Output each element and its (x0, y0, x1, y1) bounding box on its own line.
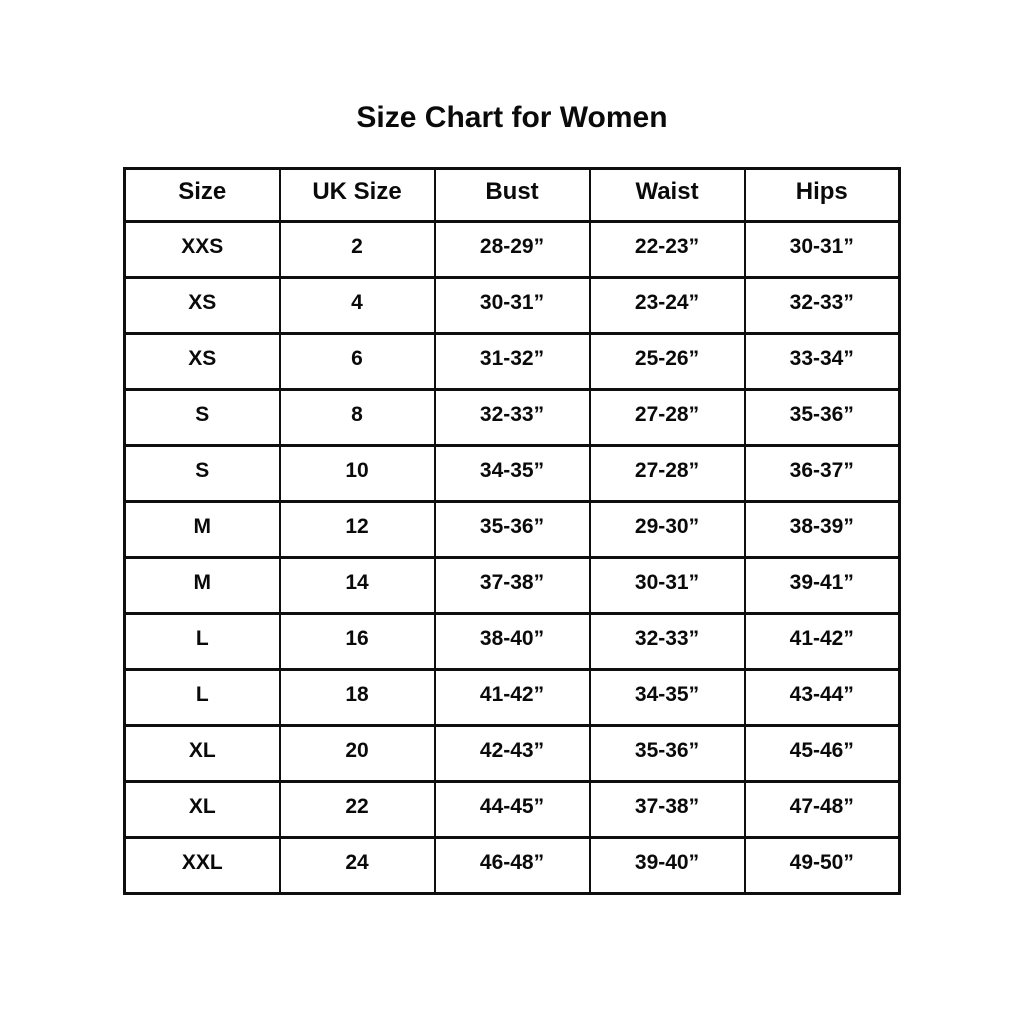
table-cell: 2 (278, 220, 436, 279)
table-cell: 4 (278, 276, 436, 335)
table-cell: 39-40” (588, 836, 746, 895)
table-cell: 14 (278, 556, 436, 615)
column-header: Size (123, 167, 281, 223)
table-cell: XXS (123, 220, 281, 279)
table-row: M 12 35-36” 29-30” 38-39” (123, 500, 901, 559)
table-cell: 34-35” (433, 444, 591, 503)
table-cell: 42-43” (433, 724, 591, 783)
table-cell: 41-42” (743, 612, 901, 671)
table-cell: M (123, 500, 281, 559)
size-chart-table: Size UK Size Bust Waist Hips XXS 2 28-29” 22-23… (123, 167, 901, 895)
column-header: Hips (743, 167, 901, 223)
column-header: UK Size (278, 167, 436, 223)
table-cell: XS (123, 332, 281, 391)
table-body: XXS 2 28-29” 22-23” 30-31” XS 4 30-31” 23-24” 32-… (123, 220, 901, 895)
table-header: Size UK Size Bust Waist Hips (123, 167, 901, 223)
table-row: L 16 38-40” 32-33” 41-42” (123, 612, 901, 671)
page-title: Size Chart for Women (356, 101, 668, 134)
table-cell: 45-46” (743, 724, 901, 783)
table-cell: S (123, 388, 281, 447)
table-cell: 31-32” (433, 332, 591, 391)
table-cell: 28-29” (433, 220, 591, 279)
table-cell: 6 (278, 332, 436, 391)
table-row: M 14 37-38” 30-31” 39-41” (123, 556, 901, 615)
table-cell: 49-50” (743, 836, 901, 895)
table-row: XL 20 42-43” 35-36” 45-46” (123, 724, 901, 783)
table-cell: 24 (278, 836, 436, 895)
table-cell: 43-44” (743, 668, 901, 727)
table-cell: 32-33” (588, 612, 746, 671)
table-cell: 38-40” (433, 612, 591, 671)
table-cell: XL (123, 780, 281, 839)
table-cell: 25-26” (588, 332, 746, 391)
table-cell: 37-38” (588, 780, 746, 839)
table-cell: 32-33” (743, 276, 901, 335)
table-cell: 27-28” (588, 444, 746, 503)
table-cell: 23-24” (588, 276, 746, 335)
table-cell: 34-35” (588, 668, 746, 727)
table-cell: 46-48” (433, 836, 591, 895)
table-cell: 30-31” (743, 220, 901, 279)
table-cell: 37-38” (433, 556, 591, 615)
table-cell: 38-39” (743, 500, 901, 559)
table-cell: 8 (278, 388, 436, 447)
table-row: XXS 2 28-29” 22-23” 30-31” (123, 220, 901, 279)
table-cell: L (123, 668, 281, 727)
table-cell: 35-36” (433, 500, 591, 559)
column-header: Waist (588, 167, 746, 223)
table-cell: 44-45” (433, 780, 591, 839)
table-cell: XL (123, 724, 281, 783)
table-cell: XXL (123, 836, 281, 895)
table-cell: 27-28” (588, 388, 746, 447)
table-cell: 35-36” (743, 388, 901, 447)
header-row: Size UK Size Bust Waist Hips (123, 167, 901, 223)
table-row: XS 4 30-31” 23-24” 32-33” (123, 276, 901, 335)
table-row: S 8 32-33” 27-28” 35-36” (123, 388, 901, 447)
table-cell: 36-37” (743, 444, 901, 503)
table-cell: 10 (278, 444, 436, 503)
table-cell: 29-30” (588, 500, 746, 559)
table-cell: 22 (278, 780, 436, 839)
table-row: S 10 34-35” 27-28” 36-37” (123, 444, 901, 503)
table-cell: 32-33” (433, 388, 591, 447)
table-cell: 18 (278, 668, 436, 727)
table-cell: 33-34” (743, 332, 901, 391)
table-cell: 39-41” (743, 556, 901, 615)
table-cell: 16 (278, 612, 436, 671)
table-row: XXL 24 46-48” 39-40” 49-50” (123, 836, 901, 895)
table-cell: L (123, 612, 281, 671)
table-cell: S (123, 444, 281, 503)
table-cell: 20 (278, 724, 436, 783)
table-cell: 41-42” (433, 668, 591, 727)
table-cell: 35-36” (588, 724, 746, 783)
table-row: XS 6 31-32” 25-26” 33-34” (123, 332, 901, 391)
table-cell: 47-48” (743, 780, 901, 839)
column-header: Bust (433, 167, 591, 223)
table-cell: 22-23” (588, 220, 746, 279)
table-cell: 30-31” (433, 276, 591, 335)
table-row: L 18 41-42” 34-35” 43-44” (123, 668, 901, 727)
table-cell: 12 (278, 500, 436, 559)
table-cell: M (123, 556, 281, 615)
table-cell: 30-31” (588, 556, 746, 615)
table-cell: XS (123, 276, 281, 335)
table-row: XL 22 44-45” 37-38” 47-48” (123, 780, 901, 839)
